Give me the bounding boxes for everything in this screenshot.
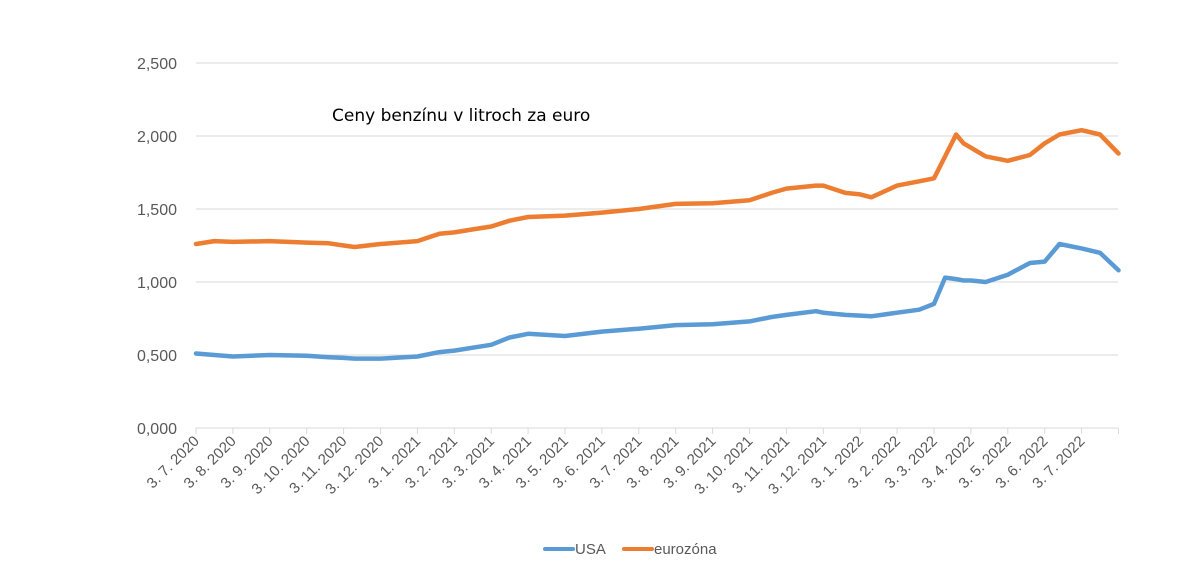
y-tick-label: 1,500: [137, 202, 177, 219]
legend-label-usa: USA: [575, 541, 606, 558]
y-tick-label: 2,000: [137, 129, 177, 146]
y-tick-label: 0,500: [137, 348, 177, 365]
y-tick-label: 2,500: [137, 56, 177, 73]
y-axis: 0,000 0,500 1,000 1,500 2,000 2,500: [137, 56, 177, 438]
series-line-eurozona: [193, 127, 1121, 250]
gridlines: [196, 62, 1118, 429]
legend-item-usa[interactable]: USA: [543, 541, 606, 558]
series-lines: [193, 127, 1121, 361]
legend: USA eurozóna: [543, 541, 717, 558]
legend-item-eurozona[interactable]: eurozóna: [622, 541, 717, 558]
legend-label-eurozona: eurozóna: [654, 541, 717, 558]
y-tick-label: 0,000: [137, 421, 177, 438]
series-line-usa: [193, 241, 1121, 361]
chart-title: Ceny benzínu v litroch za euro: [332, 106, 590, 126]
y-tick-label: 1,000: [137, 275, 177, 292]
